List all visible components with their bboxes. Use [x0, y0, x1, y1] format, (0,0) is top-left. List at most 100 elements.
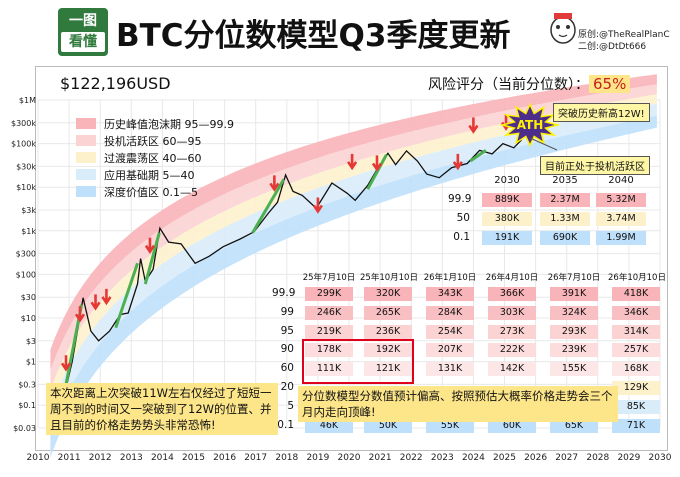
percentile-row-label: 99.9 [272, 287, 296, 299]
legend-label: 应用基础期 5—40 [104, 168, 195, 182]
projection-cell: 265K [364, 305, 412, 320]
warning-arrow [347, 153, 358, 171]
projection-cell: 121K [364, 362, 412, 377]
projection-cell: 178K [305, 343, 353, 358]
chart-legend: 历史峰值泡沫期 95—99.9 投机活跃区 60—95 过渡震荡区 40—60 应用基… [76, 115, 234, 200]
projection-cell: 239K [550, 343, 598, 358]
percentile-row-label: 5 [287, 399, 294, 412]
forecast-cell: 191K [482, 231, 532, 245]
x-tick-label: 2021 [369, 453, 392, 463]
author-line-1: 原创:@TheRealPlanC [578, 30, 670, 40]
y-tick-label: $0.3 [18, 380, 36, 389]
rally-arrow [143, 232, 161, 285]
warning-arrow [90, 294, 101, 311]
projection-cell: 142K [488, 362, 536, 377]
forecast-year-header: 2040 [608, 175, 634, 186]
x-tick-label: 2013 [120, 453, 143, 463]
x-tick-label: 2022 [400, 453, 423, 463]
band-2 [50, 84, 657, 391]
percentile-row-label: 20 [280, 381, 294, 393]
percentile-row-label: 95 [280, 324, 294, 337]
projection-cell: 273K [488, 324, 536, 339]
projection-cell: 293K [550, 324, 598, 339]
projection-cell: 85K [612, 399, 660, 414]
rally-arrow [114, 262, 139, 329]
x-tick-label: 2023 [431, 453, 454, 463]
warning-arrow [269, 175, 280, 192]
projection-cell: 65K [550, 418, 598, 433]
y-tick-label: $1k [21, 227, 36, 236]
zone-callout: 目前正处于投机活跃区 [540, 156, 650, 175]
projection-cell: 254K [426, 324, 474, 339]
forecast-cell: 889K [482, 193, 532, 207]
legend-swatch [76, 169, 96, 180]
legend-label: 深度价值区 0.1—5 [104, 185, 198, 199]
projection-cell: 346K [612, 305, 660, 320]
zone-callout-pointer [529, 137, 558, 151]
page-title: BTC分位数模型Q3季度更新 [116, 18, 511, 54]
percentile-row-label: 90 [280, 343, 294, 356]
warning-arrow [74, 306, 86, 323]
y-tick-label: $3k [21, 206, 36, 215]
ath-badge-label: ATH [517, 118, 544, 132]
quantile-bands [50, 74, 657, 458]
x-tick-label: 2027 [555, 453, 578, 463]
projection-cell: 324K [550, 305, 598, 320]
logo-top-text: 一图 [69, 13, 97, 29]
highlight-box [302, 339, 414, 384]
band-4 [50, 103, 657, 434]
risk-score: 风险评分（当前分位数）： 65% [428, 74, 631, 94]
projection-cell: 343K [426, 287, 474, 301]
y-tick-label: $30 [21, 293, 36, 302]
y-tick-label: $0.1 [18, 401, 36, 410]
forecast-cell: 1.99M [596, 231, 646, 245]
x-tick-label: 2024 [462, 453, 485, 463]
x-tick-label: 2018 [275, 453, 298, 463]
header: 一图 看懂 BTC分位数模型Q3季度更新 原创:@TheRealPlanC 二创… [0, 0, 680, 66]
risk-score-label: 风险评分（当前分位数）： [428, 77, 589, 93]
y-tick-label: $100 [16, 270, 36, 279]
projection-cell: 207K [426, 343, 474, 358]
forecast-cell: 380K [482, 212, 532, 226]
percentile-row-label: 99 [280, 305, 294, 318]
warning-arrow [468, 117, 479, 134]
author-line-2: 二创:@DtDt666 [578, 42, 647, 52]
legend-label: 历史峰值泡沫期 95—99.9 [104, 117, 234, 131]
projection-cell: 366K [488, 287, 536, 301]
forecast-percentile-label: 99.9 [448, 193, 472, 205]
y-tick-label: $0.03 [13, 424, 36, 433]
current-price: $122,196USD [60, 74, 171, 93]
date-column-header: 25年7月10日 [302, 273, 356, 283]
legend-item: 应用基础期 5—40 [76, 166, 234, 183]
projection-cell: 111K [305, 362, 353, 377]
projection-cell: 246K [305, 305, 353, 320]
y-tick-label: $1 [26, 358, 36, 367]
projection-cell: 155K [550, 362, 598, 377]
date-column-header: 26年1月10日 [423, 273, 477, 283]
author-credits: 原创:@TheRealPlanC 二创:@DtDt666 [578, 29, 670, 53]
projection-cell: 60K [488, 418, 536, 433]
warning-arrow [312, 197, 323, 214]
projection-cell: 55K [426, 418, 474, 433]
note-left: 本次距离上次突破11W左右仅经过了短短一周不到的时间又一突破到了12W的位置、并… [46, 383, 278, 435]
forecast-cell: 3.74M [596, 212, 646, 226]
band-5 [50, 115, 657, 458]
ath-badge-burst [499, 102, 561, 148]
forecast-cell: 690K [540, 231, 590, 245]
warning-arrow [60, 355, 72, 372]
projection-cell: 219K [305, 324, 353, 339]
x-tick-label: 2014 [151, 453, 174, 463]
x-tick-label: 2010 [27, 453, 50, 463]
forecast-percentile-label: 0.1 [453, 231, 470, 243]
risk-score-value: 65% [589, 75, 631, 93]
x-tick-label: 2016 [213, 453, 236, 463]
date-column-header: 25年10月10日 [360, 273, 418, 283]
projection-cell: 131K [426, 362, 474, 377]
mascot-icon [550, 13, 576, 44]
projection-cell: 168K [612, 362, 660, 377]
y-tick-label: $10k [16, 183, 36, 192]
x-tick-label: 2030 [649, 453, 672, 463]
projection-cell: 320K [364, 287, 412, 301]
